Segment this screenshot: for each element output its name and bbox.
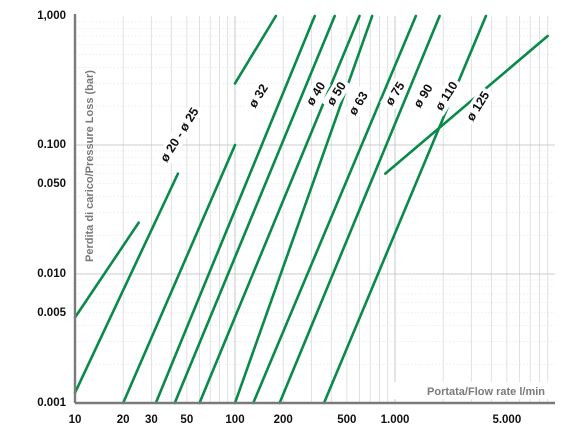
y-tick-label: 0.001 (37, 397, 66, 409)
series-line (233, 14, 278, 85)
y-tick-label: 0.050 (37, 178, 66, 190)
series-line (154, 14, 317, 405)
chart-ticks: 0.001 0.005 0.010 0.050 0.100 1,000 10 20 30 50 10… (37, 10, 521, 426)
x-tick-label: 200 (274, 414, 293, 426)
series-line (73, 221, 140, 319)
series-line (73, 172, 180, 395)
x-tick-label: 5.000 (492, 414, 521, 426)
series-line (233, 14, 374, 405)
x-tick-label: 1.000 (381, 414, 410, 426)
diameter-label-text: ø 110 (432, 79, 460, 113)
y-axis-label: Perdita di carico/Pressure Loss (bar) (84, 70, 96, 262)
diameter-label: ø 63 (343, 86, 374, 121)
diameter-label-bg (343, 86, 374, 121)
series-line (278, 14, 441, 405)
series-line (198, 14, 361, 405)
y-tick-label: 0.010 (37, 268, 66, 280)
y-tick-label: 1,000 (37, 10, 66, 22)
chart-axes (73, 14, 555, 405)
chart-annotations: ø 20 - ø 25ø 32 ø 40ø 50ø 63 ø 75 ø 90ø 110… (154, 75, 495, 168)
diameter-label-bg (429, 75, 464, 117)
chart-series (73, 14, 549, 405)
diameter-label-bg (321, 76, 352, 112)
series-line (251, 14, 418, 405)
diameter-label-bg (300, 76, 331, 112)
y-tick-label: 0.100 (37, 139, 66, 151)
diameter-label-bg (379, 76, 411, 112)
chart-grid (75, 16, 555, 403)
x-tick-label: 30 (145, 414, 158, 426)
x-tick-label: 500 (337, 414, 356, 426)
x-tick-label: 50 (180, 414, 193, 426)
diameter-label-bg (408, 78, 439, 114)
series-line (322, 14, 488, 405)
x-tick-label: 100 (225, 414, 244, 426)
diameter-label: ø 32 (243, 78, 274, 114)
diameter-label: ø 20 - ø 25 (154, 102, 205, 168)
x-axis-label-bg (391, 382, 549, 399)
x-axis-label: Portata/Flow rate l/min (427, 386, 545, 398)
series-line (384, 34, 549, 175)
series-line (121, 143, 237, 405)
diameter-label-bg (461, 85, 495, 127)
x-tick-label: 20 (117, 414, 130, 426)
diameter-label-text: ø 20 - ø 25 (157, 105, 201, 164)
series-line (173, 14, 337, 405)
x-tick-label: 10 (69, 414, 82, 426)
diameter-label-bg (154, 102, 205, 168)
diameter-label-bg (243, 78, 274, 114)
diameter-label: ø 110 (429, 75, 464, 117)
y-tick-label: 0.005 (37, 307, 66, 319)
